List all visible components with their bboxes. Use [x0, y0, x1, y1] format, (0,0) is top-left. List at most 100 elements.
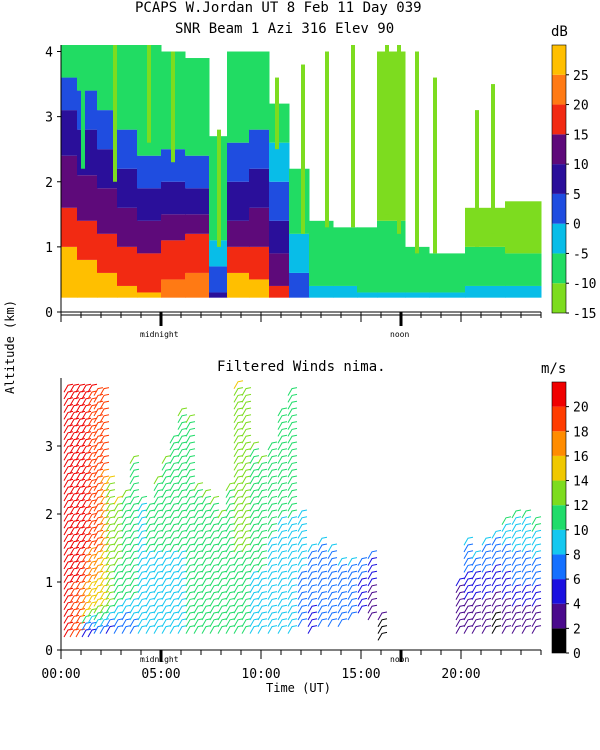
snr-cell-0-4 — [61, 77, 78, 111]
wind-barb-4-3 — [87, 608, 98, 617]
snr-cell-2-3 — [97, 149, 118, 189]
wind-colorbar-bin-7 — [552, 455, 566, 481]
wind-barb-26-12 — [257, 543, 268, 553]
wind-barb-34-6 — [337, 577, 348, 587]
wind-barb-19-19 — [201, 495, 212, 505]
wind-barb-17-2 — [185, 611, 196, 621]
wind-barb-47-2 — [531, 611, 542, 621]
snr-streak-0 — [81, 45, 85, 169]
wind-barb-4-23 — [87, 472, 98, 481]
wind-barb-25-21 — [249, 482, 260, 492]
wind-barb-44-0 — [501, 625, 512, 634]
wind-barb-4-26 — [87, 451, 98, 461]
wind-barb-6-35 — [99, 387, 110, 396]
wind-barb-23-12 — [233, 543, 244, 553]
wind-barb-14-21 — [161, 482, 172, 492]
wind-barb-5-23 — [93, 468, 104, 478]
wind-barb-4-1 — [87, 621, 98, 631]
wind-barb-22-5 — [225, 591, 236, 600]
wind-barb-4-13 — [87, 540, 98, 549]
wind-barb-4-10 — [87, 560, 98, 570]
snr-cell-10-2 — [269, 220, 290, 254]
wind-barb-27-12 — [267, 543, 278, 553]
snr-cell-9-5 — [249, 51, 270, 130]
wind-barb-16-24 — [177, 461, 188, 471]
wind-barb-29-22 — [287, 475, 298, 485]
wind-barb-0-2 — [63, 614, 74, 624]
wind-barb-37-7 — [367, 563, 378, 573]
wind-barb-46-4 — [521, 597, 532, 607]
wind-colorbar-label: m/s — [541, 361, 567, 377]
wind-barb-39-6 — [455, 584, 466, 594]
wind-barb-41-5 — [471, 591, 482, 600]
wind-barb-6-33 — [99, 400, 110, 410]
wind-barb-27-5 — [267, 591, 278, 600]
wind-barb-9-9 — [121, 563, 132, 573]
wind-barb-28-1 — [277, 618, 288, 628]
wind-barb-24-29 — [241, 427, 252, 437]
wind-barb-2-6 — [75, 587, 86, 597]
wind-colorbar-bin-3 — [552, 554, 566, 580]
wind-barb-0-12 — [63, 546, 74, 556]
wind-barb-3-0 — [81, 628, 92, 638]
snr-ytick-label-1: 1 — [45, 241, 53, 256]
wind-barb-12-13 — [145, 536, 156, 546]
wind-barb-6-14 — [99, 529, 110, 539]
wind-barb-42-9 — [481, 563, 492, 573]
wind-barb-1-13 — [69, 540, 80, 549]
wind-barb-14-15 — [161, 523, 172, 532]
wind-barb-22-12 — [225, 543, 236, 553]
snr-colorbar-tick-label-5: 5 — [573, 188, 581, 203]
wind-barb-47-5 — [531, 591, 542, 600]
wind-barb-17-19 — [185, 495, 196, 505]
wind-barb-43-9 — [491, 563, 502, 573]
wind-barb-18-9 — [193, 563, 204, 573]
wind-barb-24-15 — [241, 523, 252, 532]
wind-barb-29-0 — [287, 625, 298, 634]
snr-streak-4 — [217, 129, 221, 247]
wind-barb-15-1 — [169, 618, 180, 628]
wind-barb-19-8 — [201, 570, 212, 580]
wind-barb-19-11 — [201, 550, 212, 560]
wind-barb-9-3 — [121, 604, 132, 614]
wind-barb-10-10 — [129, 557, 140, 566]
wind-barb-0-6 — [63, 587, 74, 597]
wind-barb-44-11 — [501, 550, 512, 560]
snr-colorbar-bin-2 — [552, 223, 566, 254]
wind-barb-16-30 — [177, 421, 188, 430]
wind-barb-43-5 — [491, 591, 502, 600]
snr-cell-16-0 — [405, 292, 430, 298]
wind-barb-2-29 — [75, 431, 86, 441]
wind-barb-15-5 — [169, 591, 180, 600]
wind-barb-42-4 — [481, 597, 492, 607]
wind-barb-25-25 — [249, 455, 260, 464]
wind-barb-26-17 — [257, 509, 268, 519]
wind-barb-44-2 — [501, 611, 512, 621]
wind-barb-44-8 — [501, 570, 512, 580]
wind-barb-20-15 — [209, 523, 220, 532]
wind-barb-30-1 — [297, 611, 308, 621]
wind-barb-6-12 — [99, 543, 110, 553]
wind-barb-27-2 — [267, 611, 278, 621]
wind-barb-43-13 — [491, 536, 502, 546]
wind-colorbar-bin-10 — [552, 382, 566, 407]
wind-barb-28-20 — [277, 489, 288, 498]
wind-barb-24-8 — [241, 570, 252, 580]
wind-barb-2-12 — [75, 546, 86, 556]
wind-barb-10-11 — [129, 550, 140, 560]
snr-ytick-label-2: 2 — [45, 176, 53, 191]
wind-barb-26-2 — [257, 611, 268, 621]
wind-barb-33-0 — [327, 618, 338, 628]
wind-barb-18-2 — [193, 611, 204, 621]
snr-streak-7 — [325, 51, 329, 228]
wind-barb-47-0 — [531, 625, 542, 634]
wind-colorbar-tick-label-4: 4 — [573, 598, 581, 613]
wind-barb-29-25 — [287, 455, 298, 464]
wind-barb-23-6 — [233, 584, 244, 594]
wind-barb-19-3 — [201, 604, 212, 614]
wind-barb-1-11 — [69, 553, 80, 563]
wind-barb-24-22 — [241, 475, 252, 485]
wind-barb-7-7 — [105, 577, 116, 587]
wind-barb-13-13 — [153, 536, 164, 546]
wind-barb-29-11 — [287, 550, 298, 560]
